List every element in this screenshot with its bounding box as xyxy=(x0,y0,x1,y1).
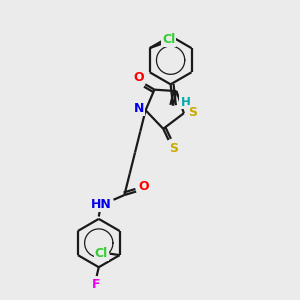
Text: O: O xyxy=(134,71,144,84)
Text: O: O xyxy=(139,180,149,193)
Text: Cl: Cl xyxy=(162,33,175,46)
Text: H: H xyxy=(180,95,190,109)
Text: F: F xyxy=(92,278,100,291)
Text: S: S xyxy=(188,106,197,119)
Text: HN: HN xyxy=(91,198,111,211)
Text: S: S xyxy=(169,142,178,155)
Text: N: N xyxy=(134,102,144,115)
Text: Cl: Cl xyxy=(95,247,108,260)
